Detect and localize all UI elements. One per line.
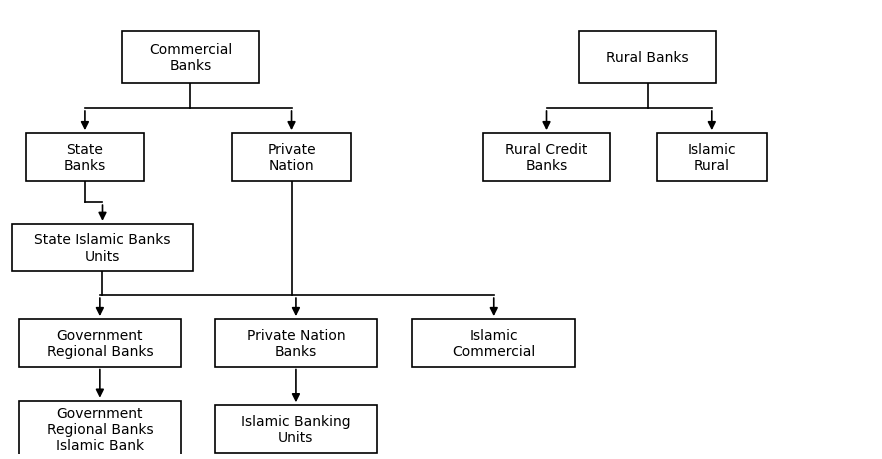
- FancyBboxPatch shape: [26, 134, 145, 181]
- Text: Government
Regional Banks: Government Regional Banks: [47, 328, 153, 358]
- Text: State Islamic Banks
Units: State Islamic Banks Units: [34, 233, 171, 263]
- FancyBboxPatch shape: [123, 32, 258, 84]
- Text: Commercial
Banks: Commercial Banks: [149, 43, 232, 73]
- Text: Government
Regional Banks
Islamic Bank: Government Regional Banks Islamic Bank: [47, 406, 153, 452]
- Text: Rural Banks: Rural Banks: [606, 51, 689, 65]
- FancyBboxPatch shape: [232, 134, 351, 181]
- Text: Private
Nation: Private Nation: [267, 142, 316, 173]
- Text: Rural Credit
Banks: Rural Credit Banks: [505, 142, 587, 173]
- FancyBboxPatch shape: [579, 32, 716, 84]
- Text: Islamic Banking
Units: Islamic Banking Units: [241, 414, 351, 444]
- FancyBboxPatch shape: [657, 134, 766, 181]
- FancyBboxPatch shape: [413, 319, 575, 367]
- Text: State
Banks: State Banks: [64, 142, 106, 173]
- FancyBboxPatch shape: [19, 319, 181, 367]
- FancyBboxPatch shape: [12, 224, 192, 272]
- FancyBboxPatch shape: [214, 405, 377, 453]
- Text: Islamic
Rural: Islamic Rural: [687, 142, 736, 173]
- FancyBboxPatch shape: [482, 134, 610, 181]
- Text: Islamic
Commercial: Islamic Commercial: [452, 328, 535, 358]
- FancyBboxPatch shape: [214, 319, 377, 367]
- FancyBboxPatch shape: [19, 401, 181, 457]
- Text: Private Nation
Banks: Private Nation Banks: [247, 328, 345, 358]
